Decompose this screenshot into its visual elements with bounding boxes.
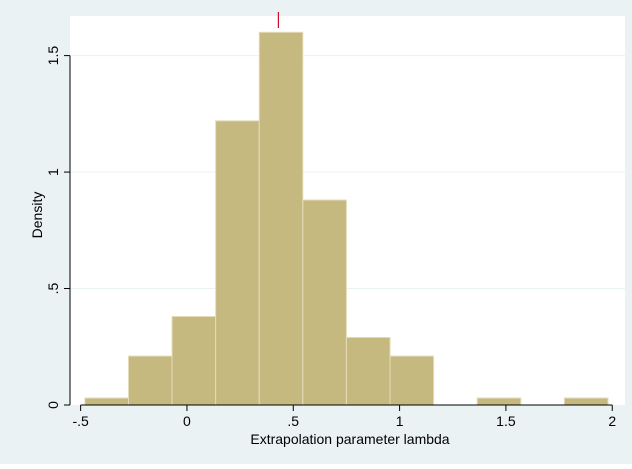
histogram-bar bbox=[258, 31, 304, 406]
x-tick-label: 0 bbox=[183, 413, 191, 429]
y-tick-label: 1 bbox=[45, 168, 61, 176]
x-tick-label: 2 bbox=[608, 413, 616, 429]
bars-layer bbox=[84, 31, 609, 406]
histogram-bar bbox=[476, 397, 522, 406]
x-tick-label: -.5 bbox=[72, 413, 89, 429]
x-axis-label: Extrapolation parameter lambda bbox=[250, 431, 449, 447]
y-axis-label: Density bbox=[29, 192, 45, 239]
x-tick-label: .5 bbox=[287, 413, 299, 429]
histogram-bar bbox=[84, 397, 129, 406]
axes-layer: -.5 0 .5 1 1.5 2 0 .5 1 1.5 bbox=[45, 46, 616, 429]
y-tick-label: 1.5 bbox=[45, 46, 61, 66]
histogram-bar bbox=[215, 120, 260, 406]
histogram-bar bbox=[302, 199, 347, 406]
x-tick-label: 1 bbox=[396, 413, 404, 429]
histogram-bar bbox=[171, 315, 217, 406]
histogram-bar bbox=[127, 355, 173, 406]
histogram-bar bbox=[389, 355, 435, 406]
histogram-bar bbox=[563, 397, 609, 406]
histogram-bar bbox=[345, 336, 391, 406]
x-tick-label: 1.5 bbox=[496, 413, 516, 429]
y-tick-label: .5 bbox=[45, 282, 61, 294]
grid-layer bbox=[70, 55, 625, 290]
y-tick-label: 0 bbox=[45, 401, 61, 409]
